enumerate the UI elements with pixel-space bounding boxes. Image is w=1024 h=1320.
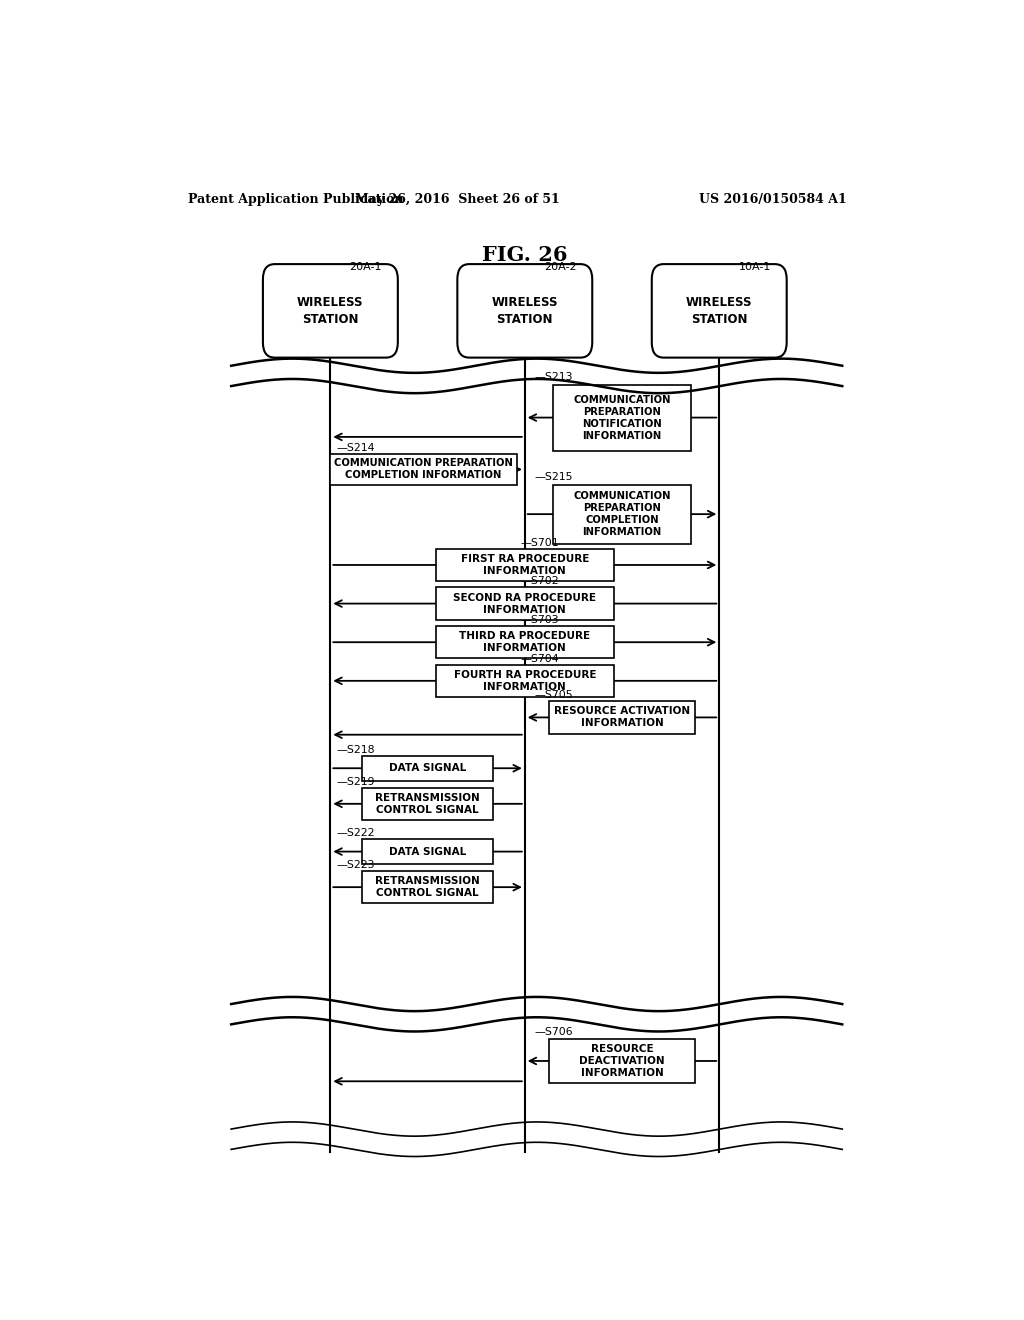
FancyBboxPatch shape	[263, 264, 397, 358]
Text: THIRD RA PROCEDURE
INFORMATION: THIRD RA PROCEDURE INFORMATION	[459, 631, 591, 653]
Text: RETRANSMISSION
CONTROL SIGNAL: RETRANSMISSION CONTROL SIGNAL	[375, 793, 480, 814]
FancyBboxPatch shape	[331, 454, 517, 484]
Text: —S223: —S223	[337, 859, 375, 870]
Text: —S222: —S222	[337, 829, 375, 838]
Text: —S706: —S706	[535, 1027, 573, 1036]
Text: FIG. 26: FIG. 26	[482, 246, 567, 265]
Text: —S213: —S213	[535, 372, 572, 381]
Text: 20A-2: 20A-2	[544, 263, 577, 272]
Text: COMMUNICATION PREPARATION
COMPLETION INFORMATION: COMMUNICATION PREPARATION COMPLETION INF…	[334, 458, 513, 480]
Text: —S703: —S703	[521, 615, 559, 624]
Text: COMMUNICATION
PREPARATION
NOTIFICATION
INFORMATION: COMMUNICATION PREPARATION NOTIFICATION I…	[573, 395, 671, 441]
FancyBboxPatch shape	[652, 264, 786, 358]
Text: —S218: —S218	[337, 744, 375, 755]
Text: FIRST RA PROCEDURE
INFORMATION: FIRST RA PROCEDURE INFORMATION	[461, 554, 589, 576]
FancyBboxPatch shape	[549, 701, 695, 734]
Text: —S215: —S215	[535, 471, 572, 482]
Text: FOURTH RA PROCEDURE
INFORMATION: FOURTH RA PROCEDURE INFORMATION	[454, 669, 596, 692]
FancyBboxPatch shape	[362, 755, 494, 781]
FancyBboxPatch shape	[458, 264, 592, 358]
FancyBboxPatch shape	[362, 788, 494, 820]
FancyBboxPatch shape	[553, 384, 691, 450]
Text: WIRELESS
STATION: WIRELESS STATION	[686, 296, 753, 326]
Text: —S219: —S219	[337, 776, 375, 787]
Text: 20A-1: 20A-1	[349, 263, 382, 272]
Text: RETRANSMISSION
CONTROL SIGNAL: RETRANSMISSION CONTROL SIGNAL	[375, 876, 480, 898]
Text: —S705: —S705	[535, 690, 573, 700]
Text: —S704: —S704	[521, 653, 559, 664]
Text: US 2016/0150584 A1: US 2016/0150584 A1	[699, 193, 847, 206]
Text: SECOND RA PROCEDURE
INFORMATION: SECOND RA PROCEDURE INFORMATION	[454, 593, 596, 615]
FancyBboxPatch shape	[553, 484, 691, 544]
FancyBboxPatch shape	[362, 840, 494, 865]
Text: DATA SIGNAL: DATA SIGNAL	[389, 763, 466, 774]
FancyBboxPatch shape	[435, 626, 614, 659]
FancyBboxPatch shape	[435, 587, 614, 620]
Text: 10A-1: 10A-1	[738, 263, 771, 272]
FancyBboxPatch shape	[435, 549, 614, 581]
FancyBboxPatch shape	[362, 871, 494, 903]
Text: —S702: —S702	[521, 577, 559, 586]
Text: —S214: —S214	[337, 444, 375, 453]
Text: WIRELESS
STATION: WIRELESS STATION	[492, 296, 558, 326]
Text: COMMUNICATION
PREPARATION
COMPLETION
INFORMATION: COMMUNICATION PREPARATION COMPLETION INF…	[573, 491, 671, 537]
Text: WIRELESS
STATION: WIRELESS STATION	[297, 296, 364, 326]
Text: RESOURCE ACTIVATION
INFORMATION: RESOURCE ACTIVATION INFORMATION	[554, 706, 690, 729]
Text: May 26, 2016  Sheet 26 of 51: May 26, 2016 Sheet 26 of 51	[355, 193, 560, 206]
Text: —S701: —S701	[521, 537, 559, 548]
Text: DATA SIGNAL: DATA SIGNAL	[389, 846, 466, 857]
Text: Patent Application Publication: Patent Application Publication	[187, 193, 403, 206]
FancyBboxPatch shape	[549, 1039, 695, 1084]
Text: RESOURCE
DEACTIVATION
INFORMATION: RESOURCE DEACTIVATION INFORMATION	[580, 1044, 665, 1078]
FancyBboxPatch shape	[435, 664, 614, 697]
